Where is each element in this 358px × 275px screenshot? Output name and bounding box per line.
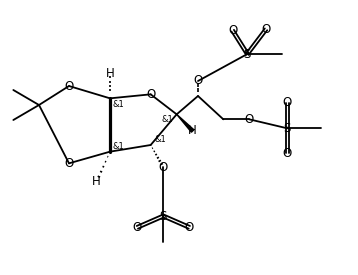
Text: O: O — [245, 113, 254, 126]
Text: S: S — [160, 210, 167, 222]
Text: O: O — [261, 23, 271, 36]
Text: O: O — [64, 157, 74, 170]
Text: O: O — [228, 24, 237, 37]
Text: S: S — [244, 48, 251, 60]
Text: O: O — [133, 221, 142, 234]
Text: O: O — [283, 147, 292, 160]
Text: H: H — [106, 67, 114, 80]
Text: &1: &1 — [112, 100, 124, 109]
Text: O: O — [159, 161, 168, 174]
Text: H: H — [188, 125, 197, 138]
Text: S: S — [284, 122, 291, 135]
Text: &1: &1 — [155, 134, 166, 144]
Text: O: O — [185, 221, 194, 234]
Text: O: O — [64, 79, 74, 92]
Polygon shape — [176, 114, 194, 132]
Text: O: O — [193, 75, 203, 87]
Text: O: O — [146, 88, 155, 101]
Text: O: O — [283, 96, 292, 109]
Text: &1: &1 — [162, 115, 174, 124]
Text: H: H — [92, 175, 101, 188]
Text: &1: &1 — [112, 142, 124, 151]
